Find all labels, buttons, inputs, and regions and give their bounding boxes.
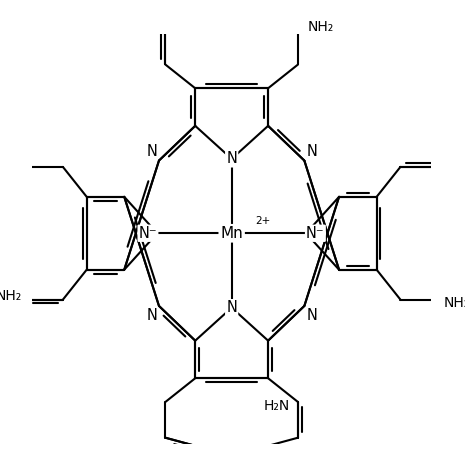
Text: N⁻: N⁻ <box>139 226 157 241</box>
Text: N: N <box>146 144 157 159</box>
Text: N: N <box>306 308 317 323</box>
Text: N: N <box>146 308 157 323</box>
Text: N⁻: N⁻ <box>306 226 325 241</box>
Text: N: N <box>306 144 317 159</box>
Text: H₂N: H₂N <box>264 399 290 413</box>
Text: NH₂: NH₂ <box>444 297 465 311</box>
Text: NH₂: NH₂ <box>0 289 21 303</box>
Text: N: N <box>226 151 237 166</box>
Text: Mn: Mn <box>220 226 243 241</box>
Text: N: N <box>226 300 237 315</box>
Text: NH₂: NH₂ <box>308 20 334 34</box>
Text: 2+: 2+ <box>255 216 271 226</box>
